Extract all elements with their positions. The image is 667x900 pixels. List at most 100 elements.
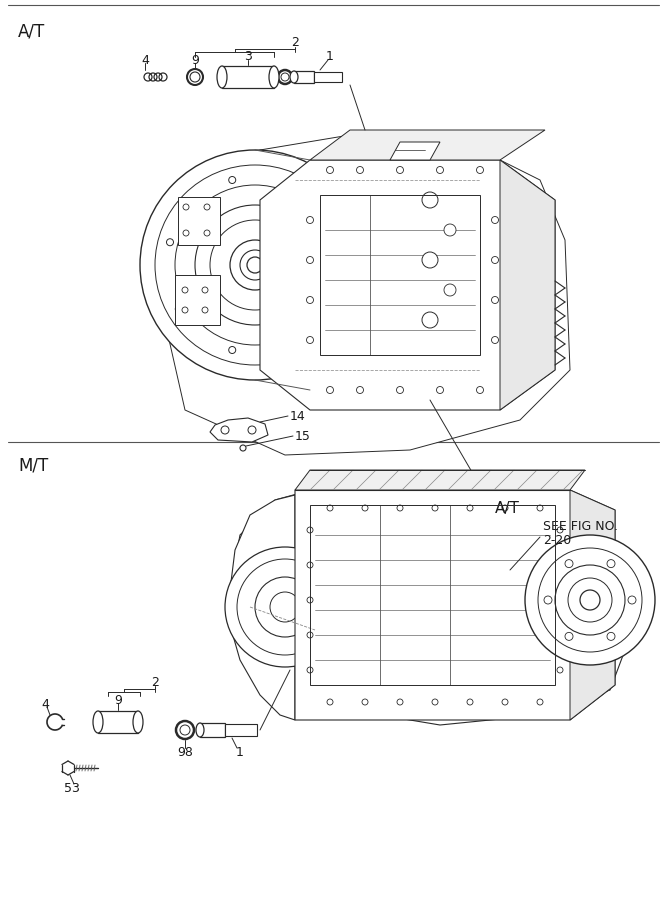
Circle shape <box>432 699 438 705</box>
Circle shape <box>356 166 364 174</box>
Polygon shape <box>500 160 555 410</box>
Circle shape <box>555 565 625 635</box>
Circle shape <box>557 562 563 568</box>
Circle shape <box>557 597 563 603</box>
Circle shape <box>229 176 235 184</box>
Polygon shape <box>295 490 615 720</box>
Circle shape <box>182 287 188 293</box>
Text: 9: 9 <box>114 694 122 706</box>
Circle shape <box>307 296 313 303</box>
Circle shape <box>444 224 456 236</box>
Circle shape <box>422 192 438 208</box>
Circle shape <box>307 217 313 223</box>
Text: M/T: M/T <box>18 456 48 474</box>
Circle shape <box>565 560 573 568</box>
Circle shape <box>225 547 345 667</box>
Circle shape <box>195 205 315 325</box>
Circle shape <box>467 699 473 705</box>
Circle shape <box>240 445 246 451</box>
Text: 98: 98 <box>177 745 193 759</box>
Ellipse shape <box>93 711 103 733</box>
Circle shape <box>307 597 313 603</box>
Text: 4: 4 <box>41 698 49 712</box>
Ellipse shape <box>133 711 143 733</box>
Polygon shape <box>230 480 625 725</box>
Circle shape <box>183 230 189 236</box>
Circle shape <box>557 632 563 638</box>
Ellipse shape <box>290 71 298 83</box>
Bar <box>294 71 314 83</box>
Text: SEE FIG NO.: SEE FIG NO. <box>543 520 618 534</box>
Circle shape <box>295 338 303 345</box>
Text: 1: 1 <box>326 50 334 64</box>
Circle shape <box>502 699 508 705</box>
Circle shape <box>229 346 235 354</box>
Circle shape <box>492 337 498 344</box>
Circle shape <box>204 230 210 236</box>
Text: 1: 1 <box>236 745 244 759</box>
Text: 9: 9 <box>191 53 199 67</box>
Circle shape <box>362 699 368 705</box>
Bar <box>225 724 257 736</box>
Circle shape <box>362 505 368 511</box>
Bar <box>175 275 220 325</box>
Circle shape <box>565 633 573 641</box>
Circle shape <box>336 238 344 246</box>
Bar <box>200 723 225 737</box>
Bar <box>314 72 342 82</box>
Circle shape <box>307 337 313 344</box>
Polygon shape <box>230 495 295 720</box>
Bar <box>222 66 274 88</box>
Text: 3: 3 <box>244 50 252 64</box>
Circle shape <box>628 596 636 604</box>
Circle shape <box>307 667 313 673</box>
Polygon shape <box>260 160 555 410</box>
Circle shape <box>230 240 280 290</box>
Circle shape <box>202 287 208 293</box>
Circle shape <box>544 596 552 604</box>
Circle shape <box>327 505 333 511</box>
Circle shape <box>247 257 263 273</box>
Circle shape <box>175 305 182 312</box>
Circle shape <box>537 505 543 511</box>
Ellipse shape <box>217 66 227 88</box>
Circle shape <box>397 699 403 705</box>
Text: A/T: A/T <box>18 22 45 40</box>
Polygon shape <box>310 130 545 160</box>
Polygon shape <box>570 490 615 720</box>
Circle shape <box>476 166 484 174</box>
Circle shape <box>295 185 303 193</box>
Text: A/T: A/T <box>495 500 520 516</box>
Circle shape <box>167 238 173 246</box>
Circle shape <box>248 426 256 434</box>
Circle shape <box>422 312 438 328</box>
Circle shape <box>422 252 438 268</box>
Circle shape <box>327 166 334 174</box>
Circle shape <box>327 386 334 393</box>
Bar <box>310 505 555 685</box>
Circle shape <box>492 296 498 303</box>
Circle shape <box>432 505 438 511</box>
Polygon shape <box>390 142 440 160</box>
Text: 2: 2 <box>291 37 299 50</box>
Circle shape <box>502 505 508 511</box>
Circle shape <box>557 667 563 673</box>
Circle shape <box>202 307 208 313</box>
Circle shape <box>607 633 615 641</box>
Polygon shape <box>210 418 268 442</box>
Circle shape <box>436 386 444 393</box>
Bar <box>320 195 480 355</box>
Circle shape <box>467 505 473 511</box>
Ellipse shape <box>196 723 204 737</box>
Circle shape <box>204 204 210 210</box>
Circle shape <box>182 307 188 313</box>
Circle shape <box>476 386 484 393</box>
Text: 15: 15 <box>295 429 311 443</box>
Bar <box>98 711 138 733</box>
Polygon shape <box>295 470 585 490</box>
Circle shape <box>140 150 370 380</box>
Circle shape <box>307 527 313 533</box>
Polygon shape <box>155 135 570 455</box>
Circle shape <box>307 562 313 568</box>
Circle shape <box>221 426 229 434</box>
